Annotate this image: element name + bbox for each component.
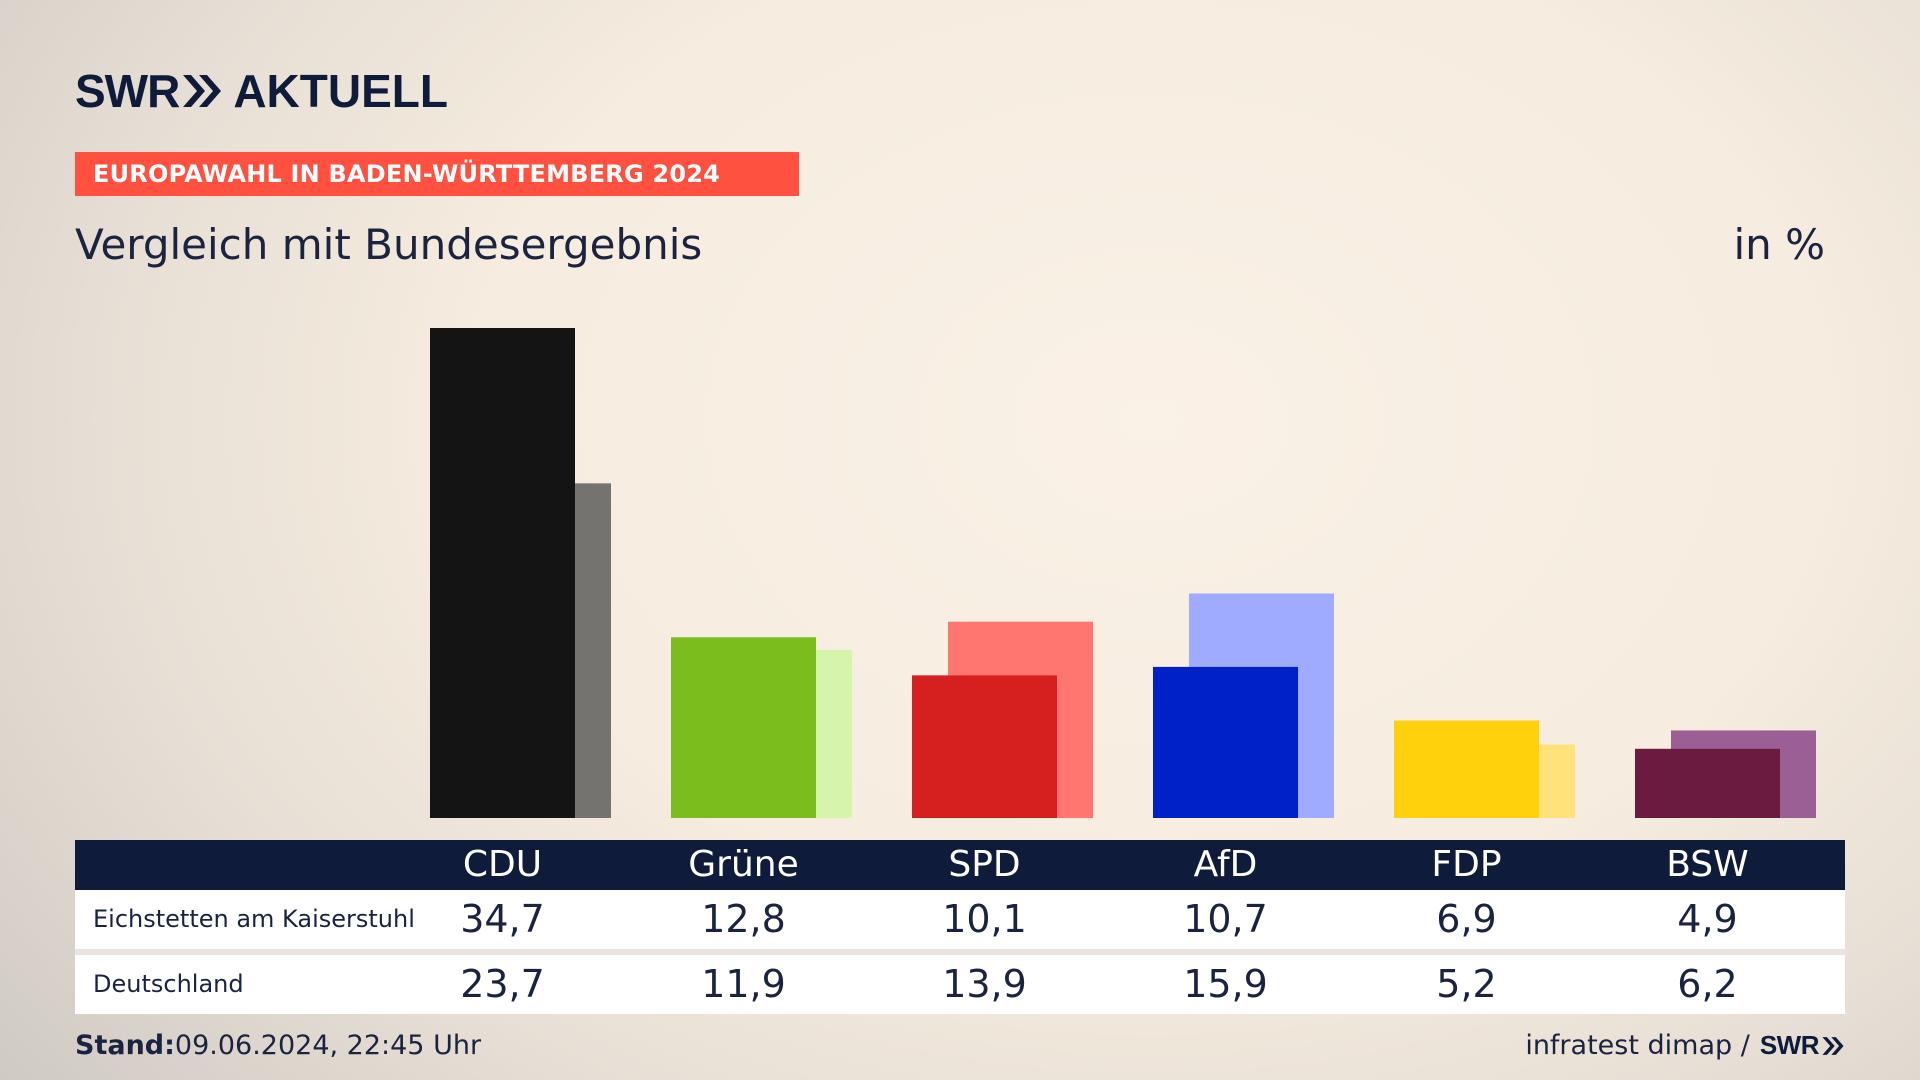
timestamp: Stand:09.06.2024, 22:45 Uhr (75, 1030, 481, 1061)
cell-value: 34,7 (460, 897, 545, 941)
column-header-afd: AfD (1193, 844, 1258, 885)
double-chevron-icon (1822, 1036, 1844, 1055)
bar-eichstetten-spd (912, 675, 1057, 818)
column-header-cdu: CDU (462, 844, 543, 885)
bar-eichstetten-grüne (671, 637, 816, 818)
cell-value: 6,2 (1677, 962, 1738, 1006)
double-chevron-icon (183, 75, 222, 107)
logo-swr-text: SWR (75, 65, 180, 117)
cell-value: 10,1 (942, 897, 1027, 941)
column-header-bsw: BSW (1666, 844, 1749, 885)
row-divider (75, 949, 1845, 955)
column-header-grüne: Grüne (688, 844, 799, 885)
column-header-spd: SPD (948, 844, 1021, 885)
table-row-deutschland: Deutschland 23,7 11,9 13,9 15,9 5,2 6,2 (75, 955, 1845, 1014)
cell-value: 23,7 (460, 962, 545, 1006)
stand-value: 09.06.2024, 22:45 Uhr (174, 1030, 482, 1061)
swr-aktuell-logo: SWR AKTUELL (75, 65, 448, 117)
cell-value: 15,9 (1183, 962, 1268, 1006)
bar-eichstetten-afd (1153, 666, 1298, 818)
bar-chart (430, 328, 1816, 818)
source-text: infratest dimap / (1525, 1030, 1750, 1061)
bar-eichstetten-cdu (430, 328, 575, 818)
table-header: CDU Grüne SPD AfD FDP BSW (75, 840, 1845, 890)
chart-subtitle: Vergleich mit Bundesergebnis (75, 220, 703, 269)
cell-value: 12,8 (701, 897, 786, 941)
cell-value: 10,7 (1183, 897, 1268, 941)
results-table: CDU Grüne SPD AfD FDP BSW Eichstetten am Kais… (75, 840, 1845, 1014)
cell-value: 4,9 (1677, 897, 1738, 941)
bar-eichstetten-fdp (1394, 720, 1539, 818)
row-label: Eichstetten am Kaiserstuhl (93, 905, 415, 933)
bar-eichstetten-bsw (1635, 748, 1780, 818)
row-label: Deutschland (93, 970, 244, 998)
column-header-fdp: FDP (1431, 844, 1502, 885)
election-banner: EUROPAWAHL IN BADEN-WÜRTTEMBERG 2024 (75, 152, 799, 196)
stand-label: Stand: (75, 1030, 175, 1061)
banner-text: EUROPAWAHL IN BADEN-WÜRTTEMBERG 2024 (93, 160, 721, 188)
cell-value: 13,9 (942, 962, 1027, 1006)
cell-value: 11,9 (701, 962, 786, 1006)
source-credit: infratest dimap / SWR (1525, 1030, 1845, 1061)
cell-value: 5,2 (1436, 962, 1497, 1006)
cell-value: 6,9 (1436, 897, 1497, 941)
source-swr-brand: SWR (1759, 1030, 1820, 1060)
table-row-eichstetten: Eichstetten am Kaiserstuhl 34,7 12,8 10,1 1… (75, 890, 1845, 949)
logo-aktuell-text: AKTUELL (233, 65, 448, 117)
unit-label: in % (1733, 220, 1825, 269)
